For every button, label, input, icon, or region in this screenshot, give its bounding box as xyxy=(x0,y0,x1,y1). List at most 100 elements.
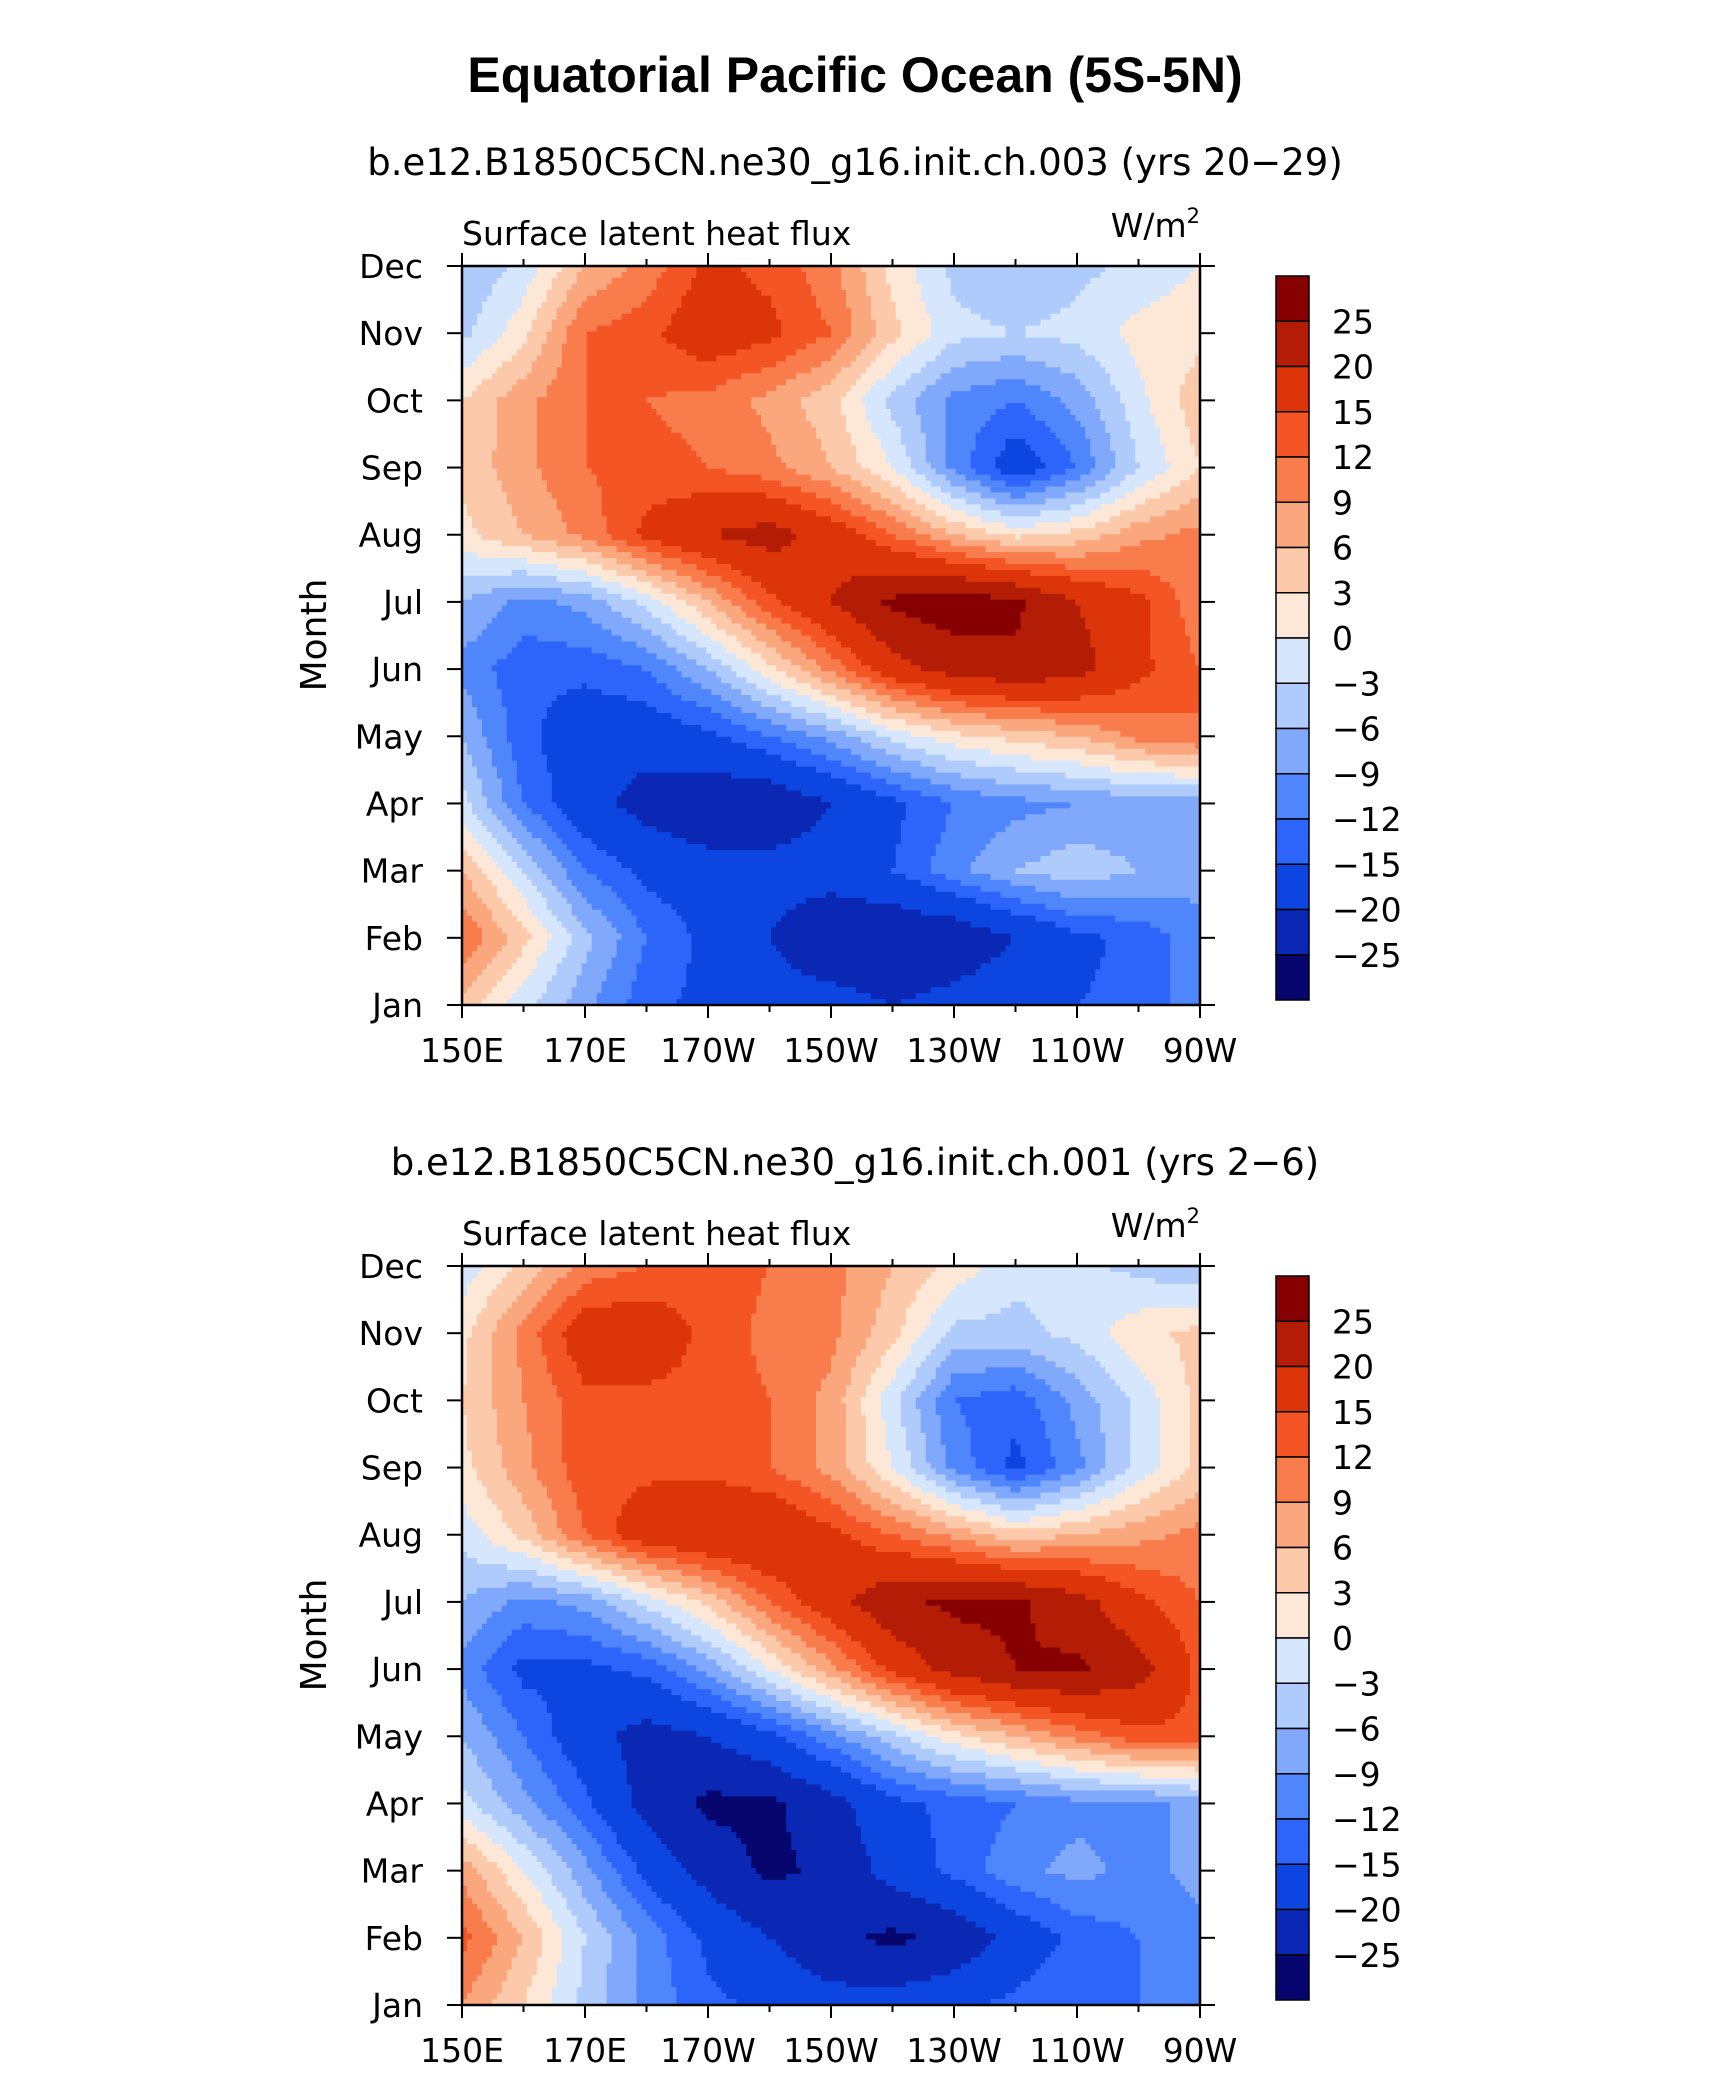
heatmap-cell xyxy=(1190,1409,1200,1416)
heatmap-cell xyxy=(826,736,862,744)
heatmap-cell xyxy=(781,480,832,488)
heatmap-cell xyxy=(636,814,822,822)
heatmap-cell xyxy=(581,1850,603,1857)
heatmap-cell xyxy=(895,385,927,392)
heatmap-cell xyxy=(875,689,907,696)
heatmap-cell xyxy=(865,289,892,297)
heatmap-cell xyxy=(462,277,498,285)
heatmap-cell xyxy=(506,1581,533,1589)
heatmap-cell xyxy=(626,999,678,1005)
heatmap-cell xyxy=(751,629,777,637)
heatmap-cell xyxy=(531,277,553,285)
heatmap-cell xyxy=(1050,850,1112,857)
heatmap-cell xyxy=(935,1403,962,1410)
heatmap-cell xyxy=(875,1724,907,1732)
heatmap-cell xyxy=(546,754,782,762)
heatmap-cell xyxy=(606,1987,638,1994)
heatmap-cell xyxy=(706,1885,897,1893)
heatmap-cell xyxy=(726,1683,753,1690)
heatmap-cell xyxy=(501,361,533,369)
heatmap-cell xyxy=(721,534,797,541)
heatmap-cell xyxy=(1140,1999,1200,2005)
heatmap-cell xyxy=(910,659,1097,667)
heatmap-cell xyxy=(586,355,698,363)
heatmap-cell xyxy=(1195,1587,1200,1595)
heatmap-cell xyxy=(696,623,718,631)
heatmap-cell xyxy=(566,1832,593,1839)
heatmap-cell xyxy=(895,337,927,345)
heatmap-cell xyxy=(676,1546,877,1553)
heatmap-cell xyxy=(516,1838,548,1845)
heatmap-cell xyxy=(481,724,508,732)
heatmap-cell xyxy=(845,677,872,684)
heatmap-cell xyxy=(880,349,912,357)
heatmap-cell xyxy=(1175,283,1200,291)
heatmap-cell xyxy=(1170,1844,1200,1851)
heatmap-cell xyxy=(890,409,917,416)
heatmap-cell xyxy=(895,301,927,309)
heatmap-cell xyxy=(925,337,962,345)
heatmap-cell xyxy=(462,1635,473,1643)
heatmap-cell xyxy=(855,379,877,386)
heatmap-cell xyxy=(915,271,947,279)
heatmap-cell xyxy=(960,1492,997,1500)
heatmap-cell xyxy=(586,611,623,619)
heatmap-cell xyxy=(491,808,513,816)
heatmap-cell xyxy=(1195,653,1200,661)
heatmap-cell xyxy=(566,1337,693,1345)
heatmap-cell xyxy=(761,701,792,708)
heatmap-cell xyxy=(1170,581,1200,589)
heatmap-cell xyxy=(831,1659,857,1667)
heatmap-cell xyxy=(950,504,982,512)
heatmap-cell xyxy=(462,760,473,768)
heatmap-cell xyxy=(840,1331,872,1339)
heatmap-cell xyxy=(885,1879,967,1887)
heatmap-cell xyxy=(1170,1814,1200,1822)
heatmap-cell xyxy=(955,1283,1200,1291)
heatmap-cell xyxy=(531,319,553,327)
heatmap-cell xyxy=(816,820,902,828)
heatmap-cell xyxy=(850,1683,877,1690)
heatmap-cell xyxy=(1005,1474,1027,1482)
heatmap-cell xyxy=(501,1987,528,1994)
heatmap-cell xyxy=(1000,891,1062,899)
heatmap-cell xyxy=(1150,653,1196,661)
heatmap-cell xyxy=(556,504,603,512)
heatmap-cell xyxy=(536,1832,568,1839)
y-tick-label: Oct xyxy=(366,1381,423,1420)
heatmap-cell xyxy=(476,945,503,953)
heatmap-cell xyxy=(850,1635,897,1643)
heatmap-cell xyxy=(491,1391,523,1398)
heatmap-cell xyxy=(551,778,633,786)
heatmap-cell xyxy=(661,617,688,625)
heatmap-cell xyxy=(646,1879,698,1887)
heatmap-cell xyxy=(651,504,802,512)
heatmap-cell xyxy=(536,313,558,321)
heatmap-cell xyxy=(915,498,942,506)
heatmap-cell xyxy=(895,1885,977,1893)
heatmap-cell xyxy=(711,617,733,625)
heatmap-cell xyxy=(751,1349,837,1357)
heatmap-cell xyxy=(975,969,1097,976)
heatmap-cell xyxy=(656,1563,703,1571)
heatmap-cell xyxy=(855,766,892,774)
heatmap-cell xyxy=(1080,343,1131,351)
heatmap-cell xyxy=(581,1975,608,1982)
heatmap-cell xyxy=(935,850,982,857)
heatmap-cell xyxy=(506,736,543,744)
heatmap-cell xyxy=(576,1492,633,1500)
heatmap-cell xyxy=(940,1695,987,1702)
heatmap-cell xyxy=(1130,1414,1161,1422)
heatmap-cell xyxy=(885,1426,907,1434)
heatmap-cell xyxy=(536,444,588,452)
heatmap-cell xyxy=(691,575,723,583)
heatmap-cell xyxy=(462,1718,483,1726)
heatmap-cell xyxy=(561,1796,593,1804)
heatmap-cell xyxy=(476,1558,543,1565)
heatmap-cell xyxy=(581,301,643,309)
heatmap-cell xyxy=(1180,1355,1200,1363)
heatmap-cell xyxy=(591,1903,618,1911)
heatmap-cell xyxy=(462,1498,493,1506)
heatmap-cell xyxy=(511,1629,568,1637)
heatmap-cell xyxy=(661,1611,693,1619)
